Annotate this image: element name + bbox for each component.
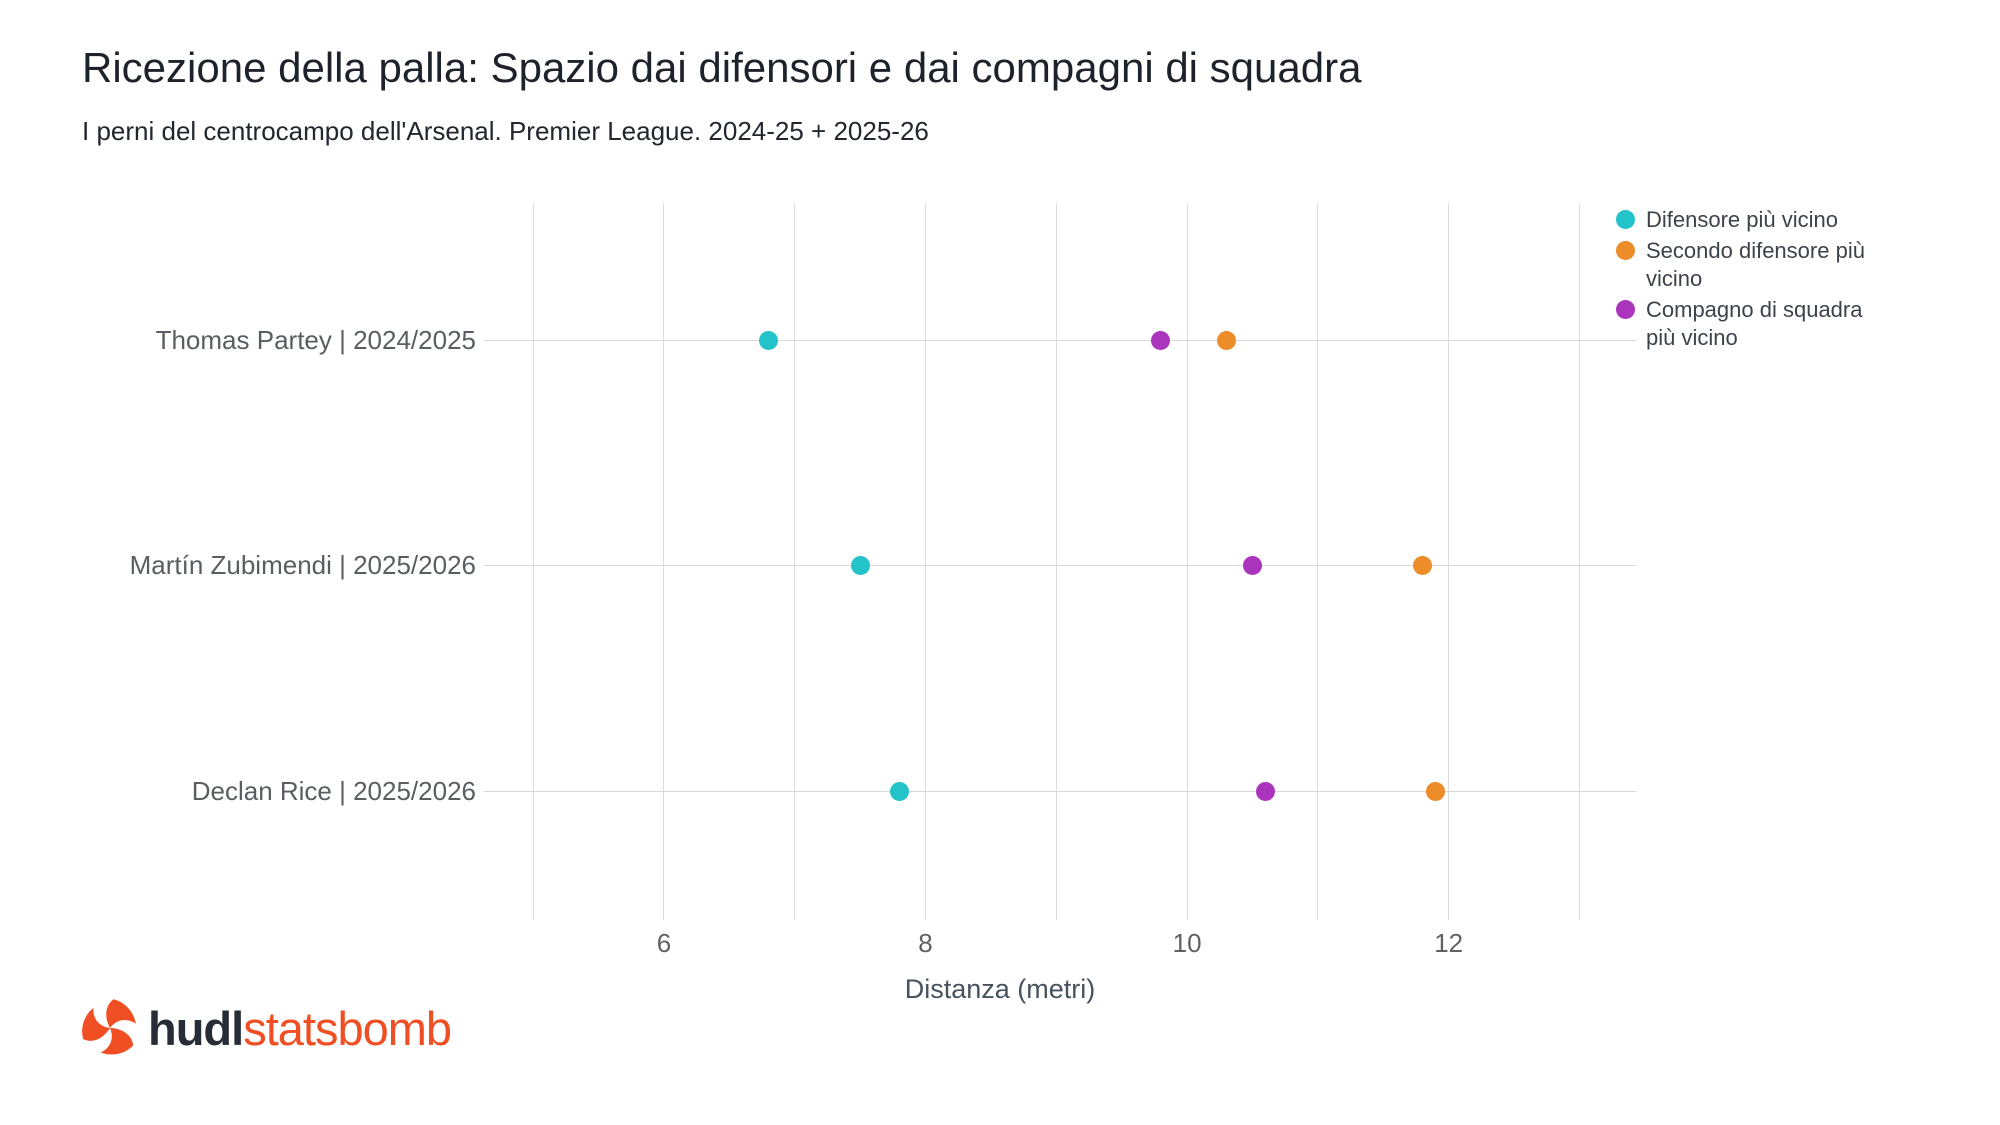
x-gridline <box>925 203 927 920</box>
x-gridline <box>794 203 796 920</box>
hudl-statsbomb-logo: hudlstatsbomb <box>80 998 452 1058</box>
logo-statsbomb-text: statsbomb <box>243 1001 452 1055</box>
x-gridline <box>1317 203 1319 920</box>
data-point-compagno-di-squadra-pi-vicino <box>1256 781 1276 801</box>
data-point-difensore-pi-vicino <box>850 555 870 575</box>
y-axis-label: Martín Zubimendi | 2025/2026 <box>129 550 476 580</box>
y-axis-label: Declan Rice | 2025/2026 <box>191 776 476 806</box>
legend-label: Compagno di squadra più vicino <box>1646 297 1863 350</box>
legend-item: Secondo difensore più vicino <box>1616 237 1892 293</box>
data-point-compagno-di-squadra-pi-vicino <box>1151 330 1171 350</box>
category-line <box>484 339 1637 341</box>
legend-swatch-icon <box>1616 210 1635 229</box>
x-gridline <box>1448 203 1450 920</box>
legend-label: Difensore più vicino <box>1646 207 1838 232</box>
logo-wordmark: hudlstatsbomb <box>148 1001 452 1056</box>
x-tick-label: 10 <box>1172 928 1202 958</box>
data-point-difensore-pi-vicino <box>889 781 909 801</box>
x-gridline <box>1055 203 1057 920</box>
x-gridline <box>1578 203 1580 920</box>
x-gridline <box>1186 203 1188 920</box>
x-tick-label: 8 <box>918 928 933 958</box>
data-point-secondo-difensore-pi-vicino <box>1426 781 1446 801</box>
x-tick-label: 12 <box>1434 928 1464 958</box>
chart-title: Ricezione della palla: Spazio dai difens… <box>82 44 1362 91</box>
logo-hudl-text: hudl <box>148 1001 244 1055</box>
chart-subtitle: I perni del centrocampo dell'Arsenal. Pr… <box>82 116 929 146</box>
data-point-compagno-di-squadra-pi-vicino <box>1242 555 1262 575</box>
x-gridline <box>663 203 665 920</box>
statsbomb-ball-icon <box>82 999 136 1055</box>
legend-item: Difensore più vicino <box>1616 206 1892 234</box>
y-axis-label: Thomas Partey | 2024/2025 <box>155 325 476 355</box>
legend-swatch-icon <box>1616 300 1635 319</box>
data-point-secondo-difensore-pi-vicino <box>1216 330 1236 350</box>
category-line <box>484 790 1637 792</box>
legend-label: Secondo difensore più vicino <box>1646 238 1865 291</box>
category-line <box>484 564 1637 566</box>
legend: Difensore più vicino Secondo difensore pi… <box>1616 206 1892 355</box>
x-gridline <box>532 203 534 920</box>
legend-swatch-icon <box>1616 241 1635 260</box>
data-point-secondo-difensore-pi-vicino <box>1413 555 1432 575</box>
x-axis-title: Distanza (metri) <box>904 974 1096 1004</box>
legend-item: Compagno di squadra più vicino <box>1616 296 1892 352</box>
x-tick-label: 6 <box>656 928 672 958</box>
data-point-difensore-pi-vicino <box>759 330 779 350</box>
